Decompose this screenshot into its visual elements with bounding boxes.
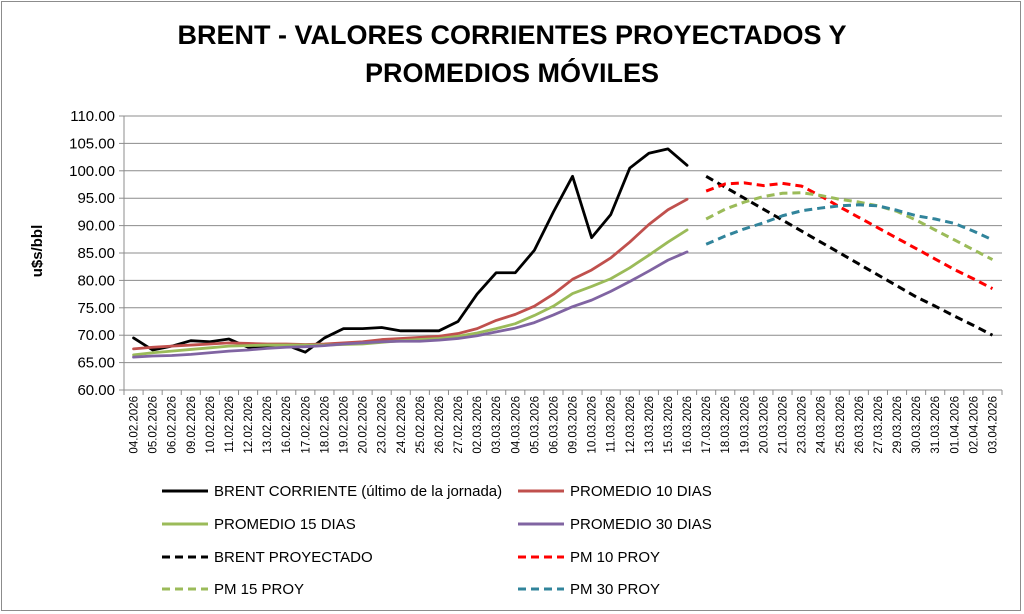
x-tick-label: 26.02.2026 xyxy=(434,396,446,454)
x-tick-label: 10.03.2026 xyxy=(587,396,599,454)
x-tick-label: 13.03.2026 xyxy=(644,396,656,454)
legend-label-3: PROMEDIO 30 DIAS xyxy=(570,516,712,533)
x-tick-label: 30.03.2026 xyxy=(911,396,923,454)
x-tick-label: 20.03.2026 xyxy=(758,396,770,454)
x-tick-label: 11.02.2026 xyxy=(224,396,236,453)
chart-title-line-2: PROMEDIOS MÓVILES xyxy=(364,58,660,88)
series-line-5 xyxy=(705,181,994,290)
x-tick-label: 25.03.2026 xyxy=(835,396,847,454)
x-tick-label: 10.02.2026 xyxy=(205,396,217,454)
x-tick-label: 29.03.2026 xyxy=(892,396,904,454)
x-axis-ticks: 04.02.2026 05.02.2026 06.02.2026 09.02.2026… xyxy=(129,396,1000,454)
x-tick-label: 06.02.2026 xyxy=(167,396,179,454)
series-line-4 xyxy=(705,174,994,337)
x-tick-label: 05.02.2026 xyxy=(148,396,160,454)
x-tick-label: 09.03.2026 xyxy=(568,396,580,454)
y-tick-label: 100.00 xyxy=(69,163,115,180)
x-tick-label: 18.03.2026 xyxy=(720,396,732,454)
series-line-1 xyxy=(132,197,689,351)
x-tick-label: 12.03.2026 xyxy=(625,396,637,454)
y-tick-label: 90.00 xyxy=(77,218,115,235)
series-line-2 xyxy=(132,228,689,357)
x-tick-label: 23.02.2026 xyxy=(377,396,389,454)
series-line-7 xyxy=(705,203,994,246)
axes xyxy=(119,115,1003,395)
legend-label-6: PM 15 PROY xyxy=(214,581,304,598)
x-tick-label: 31.03.2026 xyxy=(930,396,942,454)
x-tick-label: 17.02.2026 xyxy=(300,396,312,454)
y-tick-label: 60.00 xyxy=(77,382,115,399)
series-lines xyxy=(132,147,994,359)
x-tick-label: 19.03.2026 xyxy=(739,396,751,454)
series-line-3 xyxy=(132,250,689,359)
x-tick-label: 01.04.2026 xyxy=(949,396,961,454)
x-tick-label: 24.03.2026 xyxy=(816,396,828,454)
y-axis-ticks: 60.00 65.00 70.00 75.00 80.00 85.00 90.00 95.00… xyxy=(69,108,115,399)
chart-title-line-1: BRENT - VALORES CORRIENTES PROYECTADOS Y xyxy=(177,20,847,50)
y-tick-label: 110.00 xyxy=(70,108,115,125)
x-tick-label: 19.02.2026 xyxy=(339,396,351,454)
x-tick-label: 13.02.2026 xyxy=(262,396,274,454)
series-line-0 xyxy=(132,147,689,354)
legend-label-5: PM 10 PROY xyxy=(570,549,660,566)
x-tick-label: 27.03.2026 xyxy=(873,396,885,454)
x-tick-label: 12.02.2026 xyxy=(243,396,255,454)
legend-label-4: BRENT PROYECTADO xyxy=(214,549,373,566)
legend-label-7: PM 30 PROY xyxy=(570,581,660,598)
x-tick-label: 05.03.2026 xyxy=(529,396,541,454)
x-tick-label: 11.03.2026 xyxy=(606,396,618,453)
x-tick-label: 03.03.2026 xyxy=(491,396,503,454)
y-axis-label: u$s/bbl xyxy=(29,225,46,278)
x-tick-label: 18.02.2026 xyxy=(319,396,331,454)
y-tick-label: 95.00 xyxy=(77,190,115,207)
legend-label-2: PROMEDIO 15 DIAS xyxy=(214,516,356,533)
x-tick-label: 03.04.2026 xyxy=(987,396,999,454)
x-tick-label: 26.03.2026 xyxy=(854,396,866,454)
x-tick-label: 02.04.2026 xyxy=(968,396,980,454)
x-tick-label: 04.02.2026 xyxy=(129,396,141,454)
series-line-6 xyxy=(705,191,994,261)
legend: BRENT CORRIENTE (último de la jornada) PR… xyxy=(162,483,712,598)
y-tick-label: 70.00 xyxy=(77,327,115,344)
y-tick-label: 75.00 xyxy=(77,300,115,317)
x-tick-label: 17.03.2026 xyxy=(701,396,713,454)
y-tick-label: 85.00 xyxy=(77,245,115,262)
x-tick-label: 09.02.2026 xyxy=(186,396,198,454)
x-tick-label: 23.03.2026 xyxy=(797,396,809,454)
x-tick-label: 15.03.2026 xyxy=(663,396,675,454)
chart-title: BRENT - VALORES CORRIENTES PROYECTADOS Y… xyxy=(0,16,1024,92)
y-tick-label: 80.00 xyxy=(77,272,115,289)
x-tick-label: 04.03.2026 xyxy=(510,396,522,454)
y-tick-label: 65.00 xyxy=(77,355,115,372)
x-tick-label: 27.02.2026 xyxy=(453,396,465,454)
y-tick-label: 105.00 xyxy=(69,135,115,152)
x-tick-label: 16.03.2026 xyxy=(682,396,694,454)
x-tick-label: 16.02.2026 xyxy=(281,396,293,454)
x-tick-label: 25.02.2026 xyxy=(415,396,427,454)
x-tick-label: 24.02.2026 xyxy=(396,396,408,454)
legend-label-1: PROMEDIO 10 DIAS xyxy=(570,483,712,500)
x-tick-label: 02.03.2026 xyxy=(472,396,484,454)
legend-label-0: BRENT CORRIENTE (último de la jornada) xyxy=(214,483,502,500)
x-tick-label: 20.02.2026 xyxy=(358,396,370,454)
x-tick-label: 06.03.2026 xyxy=(548,396,560,454)
x-tick-label: 21.03.2026 xyxy=(778,396,790,454)
